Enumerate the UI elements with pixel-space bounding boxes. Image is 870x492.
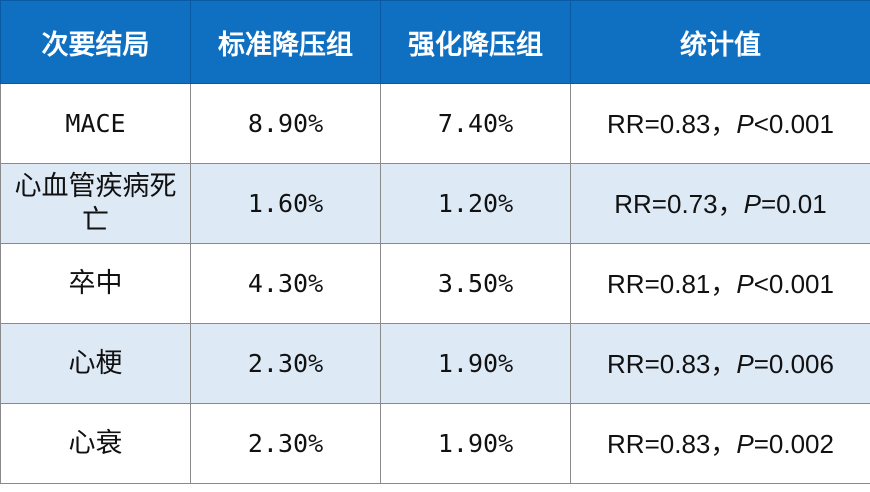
intensive-value-cell: 3.50% [380, 243, 571, 324]
outcome-cell: 心血管疾病死亡 [0, 163, 191, 244]
rr-value: RR=0.81， [607, 268, 737, 299]
header-row: 次要结局 标准降压组 强化降压组 统计值 [0, 0, 870, 84]
p-value: <0.001 [753, 108, 834, 139]
table-row: MACE 8.90% 7.40% RR=0.83，P<0.001 [0, 83, 870, 164]
header-standard-group: 标准降压组 [190, 0, 381, 84]
table-row: 心梗 2.30% 1.90% RR=0.83，P=0.006 [0, 323, 870, 404]
table-row: 卒中 4.30% 3.50% RR=0.81，P<0.001 [0, 243, 870, 324]
p-label: P [736, 428, 754, 459]
intensive-value-cell: 1.90% [380, 403, 571, 484]
standard-value-cell: 4.30% [190, 243, 381, 324]
statistics-cell: RR=0.73，P=0.01 [570, 163, 870, 244]
standard-value-cell: 8.90% [190, 83, 381, 164]
outcome-cell: 心衰 [0, 403, 191, 484]
intensive-value-cell: 1.20% [380, 163, 571, 244]
rr-value: RR=0.83， [607, 428, 737, 459]
intensive-value-cell: 1.90% [380, 323, 571, 404]
outcome-cell: 心梗 [0, 323, 191, 404]
p-value: =0.002 [753, 428, 834, 459]
p-value: =0.006 [753, 348, 834, 379]
standard-value-cell: 1.60% [190, 163, 381, 244]
standard-value-cell: 2.30% [190, 403, 381, 484]
header-intensive-group: 强化降压组 [380, 0, 571, 84]
statistics-cell: RR=0.81，P<0.001 [570, 243, 870, 324]
statistics-cell: RR=0.83，P=0.002 [570, 403, 870, 484]
outcome-cell: MACE [0, 83, 191, 164]
rr-value: RR=0.73， [614, 188, 744, 219]
intensive-value-cell: 7.40% [380, 83, 571, 164]
header-statistics: 统计值 [570, 0, 870, 84]
p-value: <0.001 [753, 268, 834, 299]
rr-value: RR=0.83， [607, 108, 737, 139]
header-outcome: 次要结局 [0, 0, 191, 84]
p-value: =0.01 [760, 188, 827, 219]
table-row: 心血管疾病死亡 1.60% 1.20% RR=0.73，P=0.01 [0, 163, 870, 244]
p-label: P [736, 348, 754, 379]
table-row: 心衰 2.30% 1.90% RR=0.83，P=0.002 [0, 403, 870, 484]
statistics-cell: RR=0.83，P=0.006 [570, 323, 870, 404]
outcome-cell: 卒中 [0, 243, 191, 324]
p-label: P [736, 268, 754, 299]
p-label: P [736, 108, 754, 139]
statistics-cell: RR=0.83，P<0.001 [570, 83, 870, 164]
rr-value: RR=0.83， [607, 348, 737, 379]
p-label: P [743, 188, 761, 219]
standard-value-cell: 2.30% [190, 323, 381, 404]
